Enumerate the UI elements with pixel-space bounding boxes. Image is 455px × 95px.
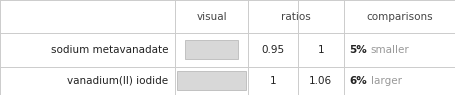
Text: 1: 1	[270, 76, 276, 86]
Text: sodium metavanadate: sodium metavanadate	[51, 45, 168, 55]
Text: larger: larger	[371, 76, 402, 86]
Text: vanadium(II) iodide: vanadium(II) iodide	[67, 76, 168, 86]
Text: smaller: smaller	[371, 45, 410, 55]
Text: 0.95: 0.95	[262, 45, 284, 55]
Text: comparisons: comparisons	[366, 12, 433, 22]
Text: ratios: ratios	[281, 12, 311, 22]
Text: 5%: 5%	[349, 45, 367, 55]
Bar	[177, 71, 246, 90]
Text: 6%: 6%	[349, 76, 367, 86]
Text: 1.06: 1.06	[309, 76, 332, 86]
Text: 1: 1	[318, 45, 324, 55]
Text: visual: visual	[196, 12, 227, 22]
Bar	[185, 40, 238, 59]
